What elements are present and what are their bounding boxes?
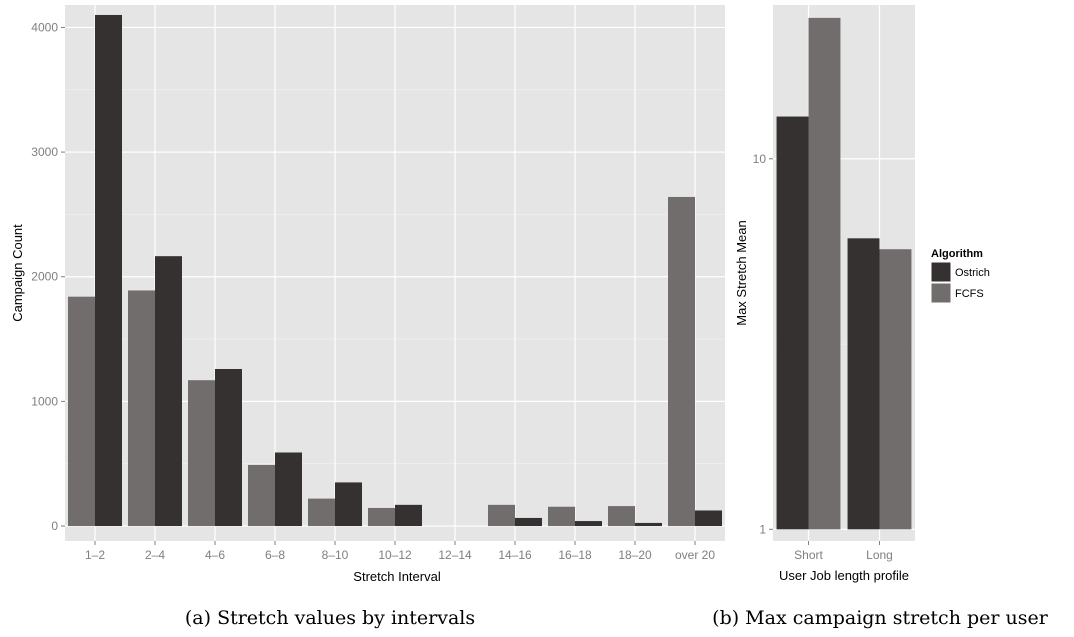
caption-b: (b) Max campaign stretch per user: [712, 607, 1049, 629]
bar-fcfs-1-2: [68, 297, 95, 526]
bar-ostrich-6-8: [275, 452, 302, 526]
chart-a-x-tick-label: 6–8: [265, 548, 285, 562]
bar-ostrich-long: [848, 238, 880, 529]
chart-a-y-tick-label: 2000: [31, 270, 58, 284]
bar-fcfs-8-10: [308, 499, 335, 526]
chart-b: 1 10 Short Long User Job length profile Ma…: [734, 5, 915, 583]
chart-a-x-tick-label: 2–4: [145, 548, 165, 562]
chart-a-y-tick-labels: 0 1000 2000 3000 4000: [31, 20, 65, 533]
chart-a-x-tick-label: 10–12: [378, 548, 412, 562]
chart-b-x-tick-labels: Short Long: [794, 541, 893, 562]
bar-ostrich-10-12: [395, 505, 422, 526]
bar-fcfs-over-20: [668, 197, 695, 526]
chart-a-x-tick-labels: 1–2 2–4 4–6 6–8 8–10 10–12 12–14 14–16 16–18 18–2…: [85, 541, 715, 562]
bar-ostrich-short: [777, 117, 809, 530]
bar-fcfs-2-4: [128, 290, 155, 526]
chart-a-x-tick-label: over 20: [675, 548, 715, 562]
chart-b-x-tick-label: Short: [794, 548, 823, 562]
chart-a-y-tick-label: 3000: [31, 145, 58, 159]
legend-label-ostrich: Ostrich: [955, 267, 990, 279]
bar-ostrich-16-18: [575, 521, 602, 526]
bar-fcfs-long: [880, 249, 912, 529]
bar-fcfs-18-20: [608, 506, 635, 526]
chart-a-y-tick-label: 4000: [31, 20, 58, 34]
chart-a-x-tick-label: 18–20: [618, 548, 652, 562]
bar-fcfs-6-8: [248, 465, 275, 526]
bar-ostrich-18-20: [635, 523, 662, 526]
chart-a-x-tick-label: 14–16: [498, 548, 532, 562]
chart-b-y-tick-label: 10: [753, 152, 767, 166]
chart-a-x-axis-title: Stretch Interval: [353, 569, 441, 584]
bar-fcfs-10-12: [368, 508, 395, 526]
bar-ostrich-8-10: [335, 482, 362, 526]
chart-a-x-tick-label: 12–14: [438, 548, 472, 562]
chart-a-y-tick-label: 0: [51, 519, 58, 533]
bar-fcfs-16-18: [548, 507, 575, 526]
chart-a-y-axis-title: Campaign Count: [10, 224, 25, 322]
chart-b-x-axis-title: User Job length profile: [779, 568, 909, 583]
bar-fcfs-14-16: [488, 505, 515, 526]
legend-swatch-ostrich: [931, 262, 951, 282]
legend-label-fcfs: FCFS: [955, 288, 984, 300]
chart-b-y-tick-labels: 1 10: [753, 152, 773, 537]
bar-ostrich-1-2: [95, 15, 122, 526]
chart-b-x-tick-label: Long: [866, 548, 893, 562]
chart-a-x-tick-label: 1–2: [85, 548, 105, 562]
bar-ostrich-2-4: [155, 256, 182, 526]
chart-b-y-axis-title: Max Stretch Mean: [734, 220, 749, 326]
legend: Algorithm Ostrich FCFS: [931, 248, 990, 303]
chart-a-x-tick-label: 16–18: [558, 548, 592, 562]
legend-title: Algorithm: [931, 248, 983, 260]
bar-fcfs-short: [809, 18, 841, 529]
chart-b-y-tick-label: 1: [759, 522, 766, 536]
chart-a-x-tick-label: 4–6: [205, 548, 225, 562]
chart-a-y-tick-label: 1000: [31, 394, 58, 408]
bar-ostrich-14-16: [515, 518, 542, 526]
bar-ostrich-4-6: [215, 369, 242, 526]
chart-a-x-tick-label: 8–10: [322, 548, 349, 562]
bar-ostrich-over-20: [695, 510, 722, 526]
caption-a: (a) Stretch values by intervals: [185, 607, 475, 629]
legend-swatch-fcfs: [931, 283, 951, 303]
bar-fcfs-4-6: [188, 380, 215, 526]
